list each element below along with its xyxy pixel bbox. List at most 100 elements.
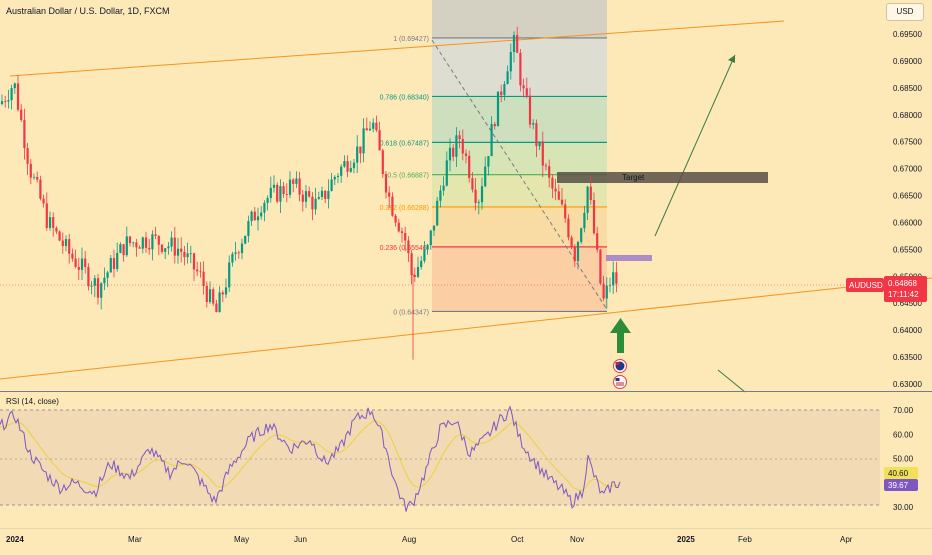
candle-body: [301, 194, 304, 202]
candle-body: [404, 232, 407, 241]
fib-level-label: 0.382 (0.66288): [380, 205, 429, 212]
candle-body: [68, 239, 71, 254]
candle-body: [4, 101, 7, 102]
currency-selector[interactable]: USD: [886, 3, 924, 21]
price-tick-label: 0.69000: [893, 57, 922, 66]
candle-body: [445, 160, 448, 186]
candle-body: [288, 179, 292, 195]
candle-body: [112, 258, 116, 269]
candle-body: [378, 130, 381, 151]
current-price-badge: AUDUSD 0.64868 17:11:42: [846, 276, 927, 302]
symbol-title[interactable]: Australian Dollar / U.S. Dollar, 1D, FXC…: [6, 6, 170, 16]
candle-body: [439, 190, 442, 201]
fib-level-label: 0.618 (0.67487): [380, 140, 429, 147]
candle-body: [151, 234, 154, 250]
candle-body: [0, 101, 4, 104]
time-tick-label: Mar: [128, 535, 142, 544]
candle-body: [154, 234, 157, 236]
candle-body: [484, 166, 487, 187]
candle-body: [298, 178, 301, 195]
time-tick-label: Oct: [511, 535, 524, 544]
candle-body: [352, 162, 356, 169]
price-axis[interactable]: 0.69500 0.69000 0.68500 0.68000 0.67500 0.670…: [893, 30, 922, 389]
fibonacci-retracement[interactable]: 1 (0.69427) 0.786 (0.68340) 0.618 (0.67487…: [380, 0, 607, 316]
projection-arrow-line[interactable]: [654, 54, 736, 237]
candle-body: [413, 274, 416, 277]
price-badge-countdown: 17:11:42: [888, 290, 919, 299]
candle-body: [480, 186, 484, 203]
price-badge-ticker: AUDUSD: [849, 281, 883, 290]
candle-body: [221, 292, 224, 295]
candle-body: [231, 253, 234, 263]
target-label: Target: [622, 173, 645, 182]
candle-body: [525, 88, 528, 96]
candle-body: [260, 212, 263, 217]
candle-body: [292, 179, 295, 184]
candle-body: [208, 289, 212, 302]
candle-body: [295, 178, 298, 184]
candle-body: [80, 258, 84, 270]
candle-body: [77, 266, 80, 270]
event-flag-us-icon[interactable]: [613, 375, 627, 389]
candle-body: [311, 196, 314, 210]
candle-body: [548, 166, 551, 178]
candle-body: [349, 168, 352, 172]
candle-body: [74, 258, 77, 267]
candle-body: [592, 200, 596, 234]
candle-body: [340, 166, 343, 176]
target-zone-box[interactable]: [557, 172, 768, 183]
candle-body: [493, 124, 496, 127]
candle-body: [490, 124, 493, 157]
candle-body: [116, 252, 119, 269]
candle-body: [541, 141, 544, 166]
upper-channel-line[interactable]: [9, 20, 785, 77]
price-tick-label: 0.66500: [893, 192, 922, 201]
candle-body: [144, 237, 148, 248]
candle-body: [189, 253, 192, 255]
candle-body: [461, 139, 464, 154]
lower-arrow-line[interactable]: [717, 369, 746, 393]
candle-body: [93, 278, 96, 286]
dashed-diagonal-line[interactable]: [431, 39, 607, 309]
candle-body: [503, 84, 506, 95]
time-tick-label: 2024: [6, 535, 24, 544]
candle-body: [346, 161, 349, 172]
candle-body: [247, 221, 250, 236]
candle-body: [442, 185, 445, 191]
lower-channel-line[interactable]: [0, 277, 932, 380]
candle-body: [532, 123, 535, 125]
resistance-box[interactable]: [606, 255, 652, 261]
candle-body: [218, 292, 221, 313]
candle-body: [103, 277, 106, 284]
candle-body: [410, 253, 413, 275]
candle-body: [589, 186, 592, 201]
rsi-indicator-title[interactable]: RSI (14, close): [6, 397, 59, 406]
candle-body: [605, 285, 608, 299]
candle-body: [176, 248, 180, 256]
candle-body: [160, 244, 164, 252]
buy-signal-arrow: [610, 318, 631, 353]
candle-body: [573, 247, 576, 262]
trend-channel[interactable]: [0, 20, 932, 393]
candle-body: [509, 52, 512, 72]
event-flag-au-icon[interactable]: [613, 359, 627, 373]
candle-body: [407, 240, 410, 254]
time-axis[interactable]: 2024 Mar May Jun Aug Oct Nov 2025 Feb Apr: [6, 535, 853, 544]
candle-body: [240, 243, 244, 254]
candle-body: [496, 91, 500, 127]
candle-body: [333, 176, 336, 180]
candle-body: [416, 267, 420, 277]
candle-body: [180, 248, 183, 252]
candle-body: [516, 35, 519, 53]
candle-body: [506, 71, 509, 85]
candle-body: [471, 178, 474, 190]
candle-body: [279, 186, 282, 202]
candle-body: [538, 141, 541, 147]
candle-body: [599, 249, 602, 284]
candle-body: [52, 217, 55, 228]
candle-body: [365, 128, 368, 131]
candle-body: [554, 188, 557, 192]
time-tick-label: 2025: [677, 535, 695, 544]
